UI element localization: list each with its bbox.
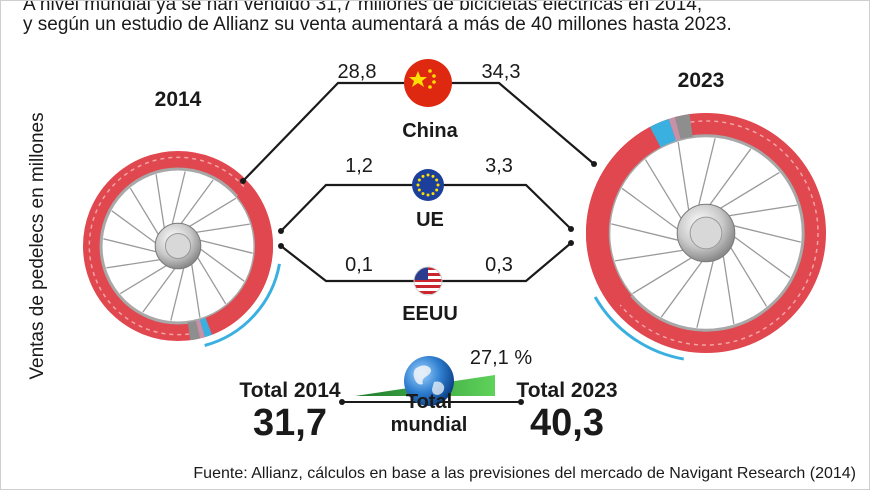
share-slice-1-ue [649,118,677,148]
eu-star [435,178,439,182]
spoke [195,245,245,282]
region-label-china: China [402,120,458,142]
year-2014-label: 2014 [155,88,202,111]
spoke [170,171,186,230]
spoke [177,179,214,229]
spoke [155,174,166,234]
china-value-2023: 34,3 [482,61,521,83]
share-slice-0-ue [199,317,213,338]
y-axis-title: Ventas de pedelecs en millones [27,112,48,379]
region-label-ue: UE [416,209,444,231]
connector-dot-right-china [591,161,597,167]
connector-dot-left-eeuu [278,243,284,249]
tire-tread [593,120,819,346]
total-dot-2014 [339,399,345,405]
spoke [644,159,686,225]
spoke [119,262,172,295]
share-slice-0-eeuu [195,319,205,339]
intro-line-1: A nivel mundial ya se han vendido 31,7 m… [23,0,703,15]
world-label-line2: mundial [391,414,468,436]
spoke [190,258,201,318]
spoke [726,241,768,307]
spoke [106,258,166,269]
spoke [696,254,716,328]
wheel-2014-icon [83,150,281,347]
total-2023-value: 40,3 [530,402,604,444]
globe-icon [404,356,454,406]
spoke [103,238,162,254]
spoke [632,253,698,295]
year-2023-label: 2023 [678,69,725,92]
source-note: Fuente: Allianz, cálculos en base a las … [193,465,856,482]
eu-star [426,173,430,177]
spoke [190,223,250,234]
spoke [705,148,752,211]
china-flag-icon [404,59,452,107]
spoke [721,249,735,325]
spoke [696,138,716,212]
eu-star [421,174,425,178]
spoke [727,223,801,243]
share-slice-0-rest [187,320,201,341]
intro-line-2: y según un estudio de Allianz su venta a… [23,14,732,35]
eu-star [421,192,425,196]
eu-star [431,174,435,178]
eu-flag-icon [412,169,444,201]
spoke [170,262,186,321]
hub-center [164,232,192,260]
spoke [184,197,237,230]
eu-star [417,178,421,182]
connector-dot-left-ue [278,228,284,234]
china-value-2014: 28,8 [338,61,377,83]
eu-star [426,193,430,197]
us-flag-icon [413,266,443,296]
spoke [142,263,179,313]
eu-star [436,183,440,187]
spoke [611,223,685,243]
spoke [722,204,798,218]
spoke [728,232,791,279]
spoke [614,248,690,262]
eeuu-value-2014: 0,1 [345,254,373,276]
growth-percent: 27,1 % [470,347,532,369]
share-slice-1-china [586,126,661,311]
total-dot-2023 [518,399,524,405]
spoke [194,252,227,305]
share-slice-1-rest [674,114,693,140]
connector-dot-left-china [240,178,246,184]
ue-value-2023: 3,3 [485,155,513,177]
total-2014-label: Total 2014 [239,379,340,402]
spoke [714,171,780,213]
total-2023-label: Total 2023 [516,379,617,402]
eu-star [416,183,420,187]
spoke [677,141,691,217]
ue-value-2014: 1,2 [345,155,373,177]
share-slice-0-china [205,184,273,335]
eu-star [417,188,421,192]
motion-arc [593,296,685,361]
spoke [660,255,707,318]
hub-center [689,216,723,250]
eu-star [435,188,439,192]
eeuu-value-2023: 0,3 [485,254,513,276]
connector-dot-right-ue [568,226,574,232]
spoke [129,187,162,240]
world-label-line1: Total [406,391,452,413]
connector-dot-right-eeuu [568,240,574,246]
share-slice-1-eeuu [668,117,681,141]
spoke [621,187,684,234]
eu-star [431,192,435,196]
spoke [194,238,253,254]
region-label-eeuu: EEUU [402,303,458,325]
spoke [111,210,161,247]
total-2014-value: 31,7 [253,402,327,444]
motion-arc [204,263,281,347]
wheel-2023-icon [586,113,827,361]
